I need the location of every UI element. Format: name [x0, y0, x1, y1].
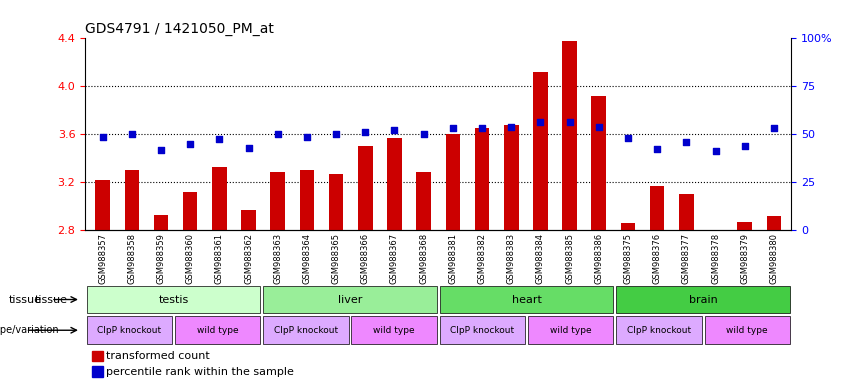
Point	[125, 131, 139, 137]
FancyBboxPatch shape	[705, 316, 790, 344]
Text: wild type: wild type	[550, 326, 591, 335]
FancyBboxPatch shape	[528, 316, 614, 344]
Text: ClpP knockout: ClpP knockout	[274, 326, 338, 335]
Point	[505, 124, 518, 130]
FancyBboxPatch shape	[440, 316, 525, 344]
Point	[183, 141, 197, 147]
Text: wild type: wild type	[727, 326, 768, 335]
Text: genotype/variation: genotype/variation	[0, 325, 59, 335]
FancyBboxPatch shape	[174, 316, 260, 344]
Bar	[387, 138, 402, 230]
Bar	[416, 172, 431, 230]
Bar	[212, 167, 226, 230]
Text: transformed count: transformed count	[106, 351, 210, 361]
Point	[96, 134, 110, 140]
Text: brain: brain	[688, 295, 717, 305]
Text: wild type: wild type	[374, 326, 415, 335]
FancyBboxPatch shape	[263, 316, 349, 344]
FancyBboxPatch shape	[87, 316, 172, 344]
Point	[300, 134, 314, 140]
Text: ClpP knockout: ClpP knockout	[627, 326, 691, 335]
Point	[650, 146, 664, 152]
Text: tissue: tissue	[9, 295, 42, 305]
Point	[446, 125, 460, 131]
Point	[271, 131, 284, 137]
Text: ClpP knockout: ClpP knockout	[450, 326, 515, 335]
FancyBboxPatch shape	[351, 316, 437, 344]
Point	[475, 125, 488, 131]
Bar	[183, 192, 197, 230]
Bar	[154, 215, 168, 230]
Point	[358, 129, 372, 135]
Text: liver: liver	[338, 295, 363, 305]
Bar	[650, 186, 665, 230]
Bar	[475, 128, 489, 230]
Text: percentile rank within the sample: percentile rank within the sample	[106, 366, 294, 377]
Bar	[300, 170, 314, 230]
Bar	[92, 351, 103, 361]
FancyBboxPatch shape	[616, 316, 702, 344]
Bar	[271, 172, 285, 230]
Text: heart: heart	[511, 295, 541, 305]
Bar	[533, 72, 548, 230]
FancyBboxPatch shape	[263, 286, 437, 313]
Text: testis: testis	[158, 295, 189, 305]
Bar	[591, 96, 606, 230]
Bar	[241, 210, 256, 230]
Bar	[92, 366, 103, 377]
FancyBboxPatch shape	[616, 286, 790, 313]
Point	[388, 127, 402, 133]
Bar	[358, 146, 373, 230]
Bar	[446, 134, 460, 230]
Text: wild type: wild type	[197, 326, 238, 335]
Text: tissue: tissue	[35, 295, 68, 305]
Point	[329, 131, 343, 137]
Point	[709, 148, 722, 154]
Text: GDS4791 / 1421050_PM_at: GDS4791 / 1421050_PM_at	[85, 22, 274, 36]
Bar	[95, 180, 110, 230]
Point	[242, 144, 255, 151]
Bar	[124, 170, 139, 230]
Bar	[679, 194, 694, 230]
Point	[154, 147, 168, 153]
Point	[213, 136, 226, 142]
Bar	[767, 216, 781, 230]
Text: ClpP knockout: ClpP knockout	[97, 326, 162, 335]
Bar	[620, 223, 636, 230]
Point	[621, 135, 635, 141]
FancyBboxPatch shape	[440, 286, 614, 313]
Point	[767, 125, 780, 131]
FancyBboxPatch shape	[87, 286, 260, 313]
Point	[592, 124, 606, 130]
Point	[738, 143, 751, 149]
Point	[563, 119, 576, 126]
Point	[534, 119, 547, 126]
Point	[417, 131, 431, 137]
Bar	[563, 41, 577, 230]
Bar	[504, 125, 518, 230]
Point	[680, 139, 694, 145]
Bar	[328, 174, 344, 230]
Bar	[738, 222, 752, 230]
